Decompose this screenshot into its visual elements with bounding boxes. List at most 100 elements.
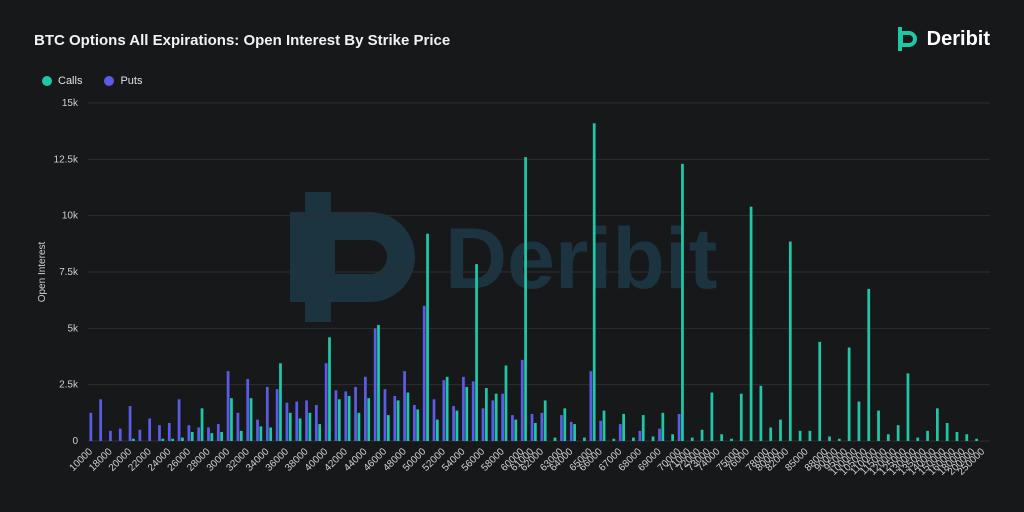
y-tick-label: 15k: [62, 98, 79, 109]
call-bar: [357, 412, 361, 441]
put-bar: [216, 424, 220, 441]
call-bar: [377, 324, 380, 441]
y-tick-label: 0: [72, 436, 78, 447]
call-bar: [798, 430, 802, 441]
call-bar: [475, 264, 478, 441]
y-tick-label: 7.5k: [59, 267, 79, 278]
put-bar: [373, 328, 377, 441]
call-bar: [445, 376, 449, 441]
call-bar: [171, 438, 174, 441]
put-bar: [589, 371, 593, 441]
brand-name: Deribit: [926, 27, 990, 50]
legend-item-calls[interactable]: Calls: [42, 75, 82, 87]
put-bar: [422, 305, 426, 441]
call-bar: [837, 438, 841, 441]
call-bar: [367, 398, 371, 441]
put-bar: [618, 424, 622, 441]
watermark-text: Deribit: [445, 211, 717, 307]
call-bar: [573, 424, 576, 441]
put-bar: [118, 428, 122, 441]
put-bar: [285, 402, 289, 441]
call-bar: [465, 386, 469, 441]
put-bar: [99, 399, 103, 441]
legend-puts-swatch: [104, 76, 115, 86]
y-tick-label: 5k: [67, 323, 79, 334]
put-bar: [511, 415, 514, 441]
put-bar: [530, 413, 534, 441]
call-bar: [230, 398, 233, 441]
put-bar: [501, 393, 504, 441]
put-bar: [393, 395, 397, 441]
call-bar: [328, 337, 331, 441]
call-bar: [347, 395, 351, 441]
put-bar: [344, 391, 348, 441]
call-bar: [406, 392, 410, 441]
call-bar: [583, 437, 586, 441]
put-bar: [158, 425, 161, 441]
call-bar: [455, 410, 459, 441]
call-bar: [543, 400, 547, 441]
call-bar: [739, 393, 743, 441]
put-bar: [256, 419, 259, 441]
put-bar: [167, 422, 171, 441]
call-bar: [563, 408, 567, 441]
call-bar: [504, 365, 508, 441]
call-bar: [239, 430, 243, 441]
call-bar: [769, 427, 773, 441]
put-bar: [491, 400, 495, 441]
call-bar: [926, 430, 929, 441]
call-bar: [759, 385, 763, 441]
y-tick-label: 12.5k: [54, 154, 79, 165]
put-bar: [462, 376, 465, 441]
put-bar: [265, 386, 269, 441]
call-bar: [494, 393, 498, 441]
call-bar: [288, 412, 292, 441]
call-bar: [534, 422, 537, 441]
call-bar: [622, 413, 625, 441]
put-bar: [403, 371, 406, 441]
call-bar: [553, 437, 557, 441]
chart-title: BTC Options All Expirations: Open Intere…: [34, 32, 451, 49]
brand-logo: Deribit: [895, 26, 990, 52]
y-tick-label: 10k: [62, 211, 79, 222]
call-bar: [435, 419, 439, 441]
deribit-logo-icon: [897, 27, 917, 51]
put-bar: [226, 371, 230, 441]
call-bar: [857, 401, 861, 441]
y-axis-label: Open Interest: [37, 241, 48, 302]
call-bar: [484, 388, 488, 441]
call-bar: [426, 233, 429, 441]
call-bar: [592, 123, 596, 441]
watermark: [290, 192, 415, 322]
legend-calls-label: Calls: [58, 75, 83, 87]
call-bar: [847, 347, 851, 441]
call-bar: [671, 434, 675, 441]
call-bar: [710, 392, 714, 441]
call-bar: [975, 438, 978, 441]
call-bar: [867, 288, 871, 441]
call-bar: [877, 410, 880, 441]
call-bar: [318, 424, 322, 441]
call-bar: [965, 434, 969, 441]
put-bar: [432, 399, 436, 441]
call-bar: [524, 157, 527, 441]
call-bar: [269, 427, 273, 441]
put-bar: [275, 389, 279, 441]
call-bar: [916, 437, 920, 441]
call-bar: [612, 438, 616, 441]
put-bar: [560, 415, 563, 441]
put-bar: [354, 386, 357, 441]
call-bar: [690, 437, 694, 441]
legend-item-puts[interactable]: Puts: [104, 75, 142, 87]
call-bar: [945, 422, 949, 441]
call-bar: [249, 398, 253, 441]
put-bar: [324, 363, 328, 441]
put-bar: [471, 381, 475, 441]
call-bar: [730, 438, 733, 441]
call-bar: [279, 363, 282, 441]
call-bar: [161, 438, 165, 441]
put-bar: [177, 399, 181, 441]
call-bar: [308, 412, 312, 441]
call-bar: [190, 431, 194, 441]
